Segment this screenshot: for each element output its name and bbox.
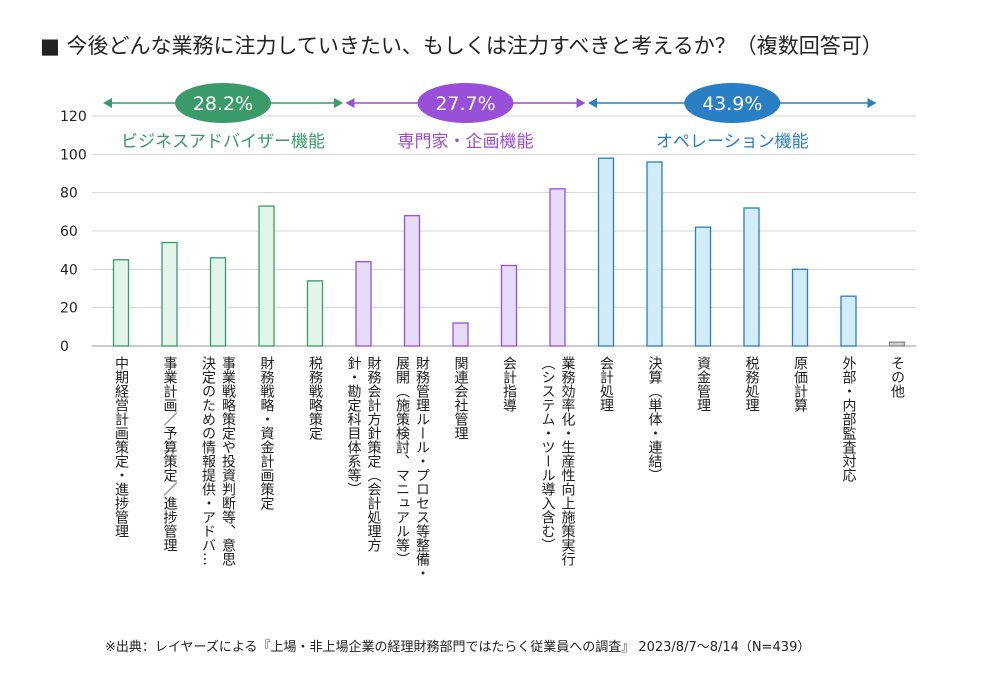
- bar: [597, 157, 615, 347]
- share-ellipse: [417, 83, 514, 123]
- x-tick-label: 財務会計方針策定（会計処理方: [366, 356, 382, 553]
- x-tick-label: （システム・ツール導入含む）: [540, 356, 556, 552]
- bar: [355, 261, 372, 347]
- bar: [112, 259, 130, 347]
- x-tick-label: 原価計算: [792, 356, 808, 412]
- x-tick-label: 決定のための情報提供・アドバ…: [200, 356, 216, 566]
- x-tick-label: 業務効率化・生産性向上施策実行: [560, 356, 576, 567]
- bar: [840, 295, 857, 347]
- x-tick-label: 資金管理: [695, 356, 711, 412]
- source-footnote: ※出典：レイヤーズによる『上場・非上場企業の経理財務部門ではたらく従業員への調査…: [105, 640, 811, 655]
- x-tick-label: 展開（施策検討、マニュアル等）: [394, 356, 410, 566]
- x-tick-label: 税務処理: [744, 356, 760, 412]
- x-tick-label: 事業計画／予算策定／進捗管理: [162, 356, 178, 552]
- bar: [743, 207, 760, 347]
- bar: [209, 257, 227, 347]
- bar: [500, 264, 518, 347]
- bar: [549, 188, 566, 347]
- share-label: 27.7%: [435, 93, 495, 115]
- x-tick-label: 針・勘定科目体系等）: [346, 356, 362, 496]
- share-ellipse: [684, 83, 781, 123]
- x-tick-label: 関連会社管理: [453, 356, 469, 440]
- x-tick-label: 税務戦略策定: [307, 356, 323, 441]
- arrow-head-left: [345, 98, 355, 108]
- function-label: オペレーション機能: [656, 132, 809, 152]
- bar: [694, 226, 712, 347]
- y-tick-label: 0: [60, 339, 69, 355]
- share-ellipse: [175, 83, 271, 123]
- chart-title: ■ 今後どんな業務に注力していきたい、もしくは注力すべきと考えるか？（複数回答可…: [40, 34, 883, 58]
- bar: [888, 341, 906, 347]
- bar: [646, 161, 663, 347]
- arrow-head-left: [588, 98, 597, 108]
- bar: [306, 280, 324, 347]
- x-tick-label: 事業戦略策定や投資判断等、意思: [220, 356, 236, 566]
- bar: [452, 322, 469, 347]
- x-tick-label: 外部・内部監査対応: [841, 356, 857, 483]
- function-label: ビジネスアドバイザー機能: [121, 132, 325, 152]
- y-tick-label: 40: [60, 262, 78, 278]
- y-tick-label: 60: [60, 224, 78, 240]
- y-tick-label: 80: [60, 186, 78, 202]
- y-tick-label: 20: [60, 301, 78, 317]
- bar: [403, 215, 421, 347]
- y-tick-label: 120: [60, 109, 87, 125]
- arrow-head-left: [103, 98, 112, 108]
- arrow-head-right: [334, 98, 343, 108]
- bar: [791, 268, 809, 347]
- x-tick-label: 財務管理ルール・プロセス等整備・: [414, 356, 430, 580]
- bar: [161, 241, 178, 347]
- share-label: 43.9%: [702, 93, 762, 115]
- x-tick-label: 財務戦略・資金計画策定: [259, 356, 275, 511]
- x-tick-label: 中期経営計画策定・進捗管理: [113, 356, 129, 538]
- bar: [258, 205, 275, 347]
- arrow-head-right: [576, 98, 586, 108]
- x-tick-label: 決算（単体・連結）: [647, 356, 663, 482]
- share-label: 28.2%: [193, 93, 253, 115]
- y-tick-label: 100: [60, 147, 87, 163]
- function-label: 専門家・企画機能: [398, 132, 534, 152]
- x-tick-label: 会計処理: [598, 356, 614, 412]
- arrow-head-right: [867, 98, 877, 108]
- x-tick-label: その他: [889, 356, 905, 399]
- x-tick-label: 会計指導: [501, 356, 517, 412]
